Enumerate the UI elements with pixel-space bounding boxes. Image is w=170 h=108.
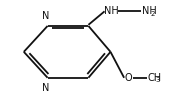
Text: 3: 3	[156, 77, 160, 83]
Text: N: N	[42, 11, 50, 21]
Text: NH: NH	[142, 6, 157, 16]
Text: 2: 2	[150, 11, 155, 17]
Text: N: N	[42, 83, 50, 93]
Text: NH: NH	[104, 6, 119, 16]
Text: O: O	[125, 73, 132, 83]
Text: CH: CH	[148, 73, 162, 83]
